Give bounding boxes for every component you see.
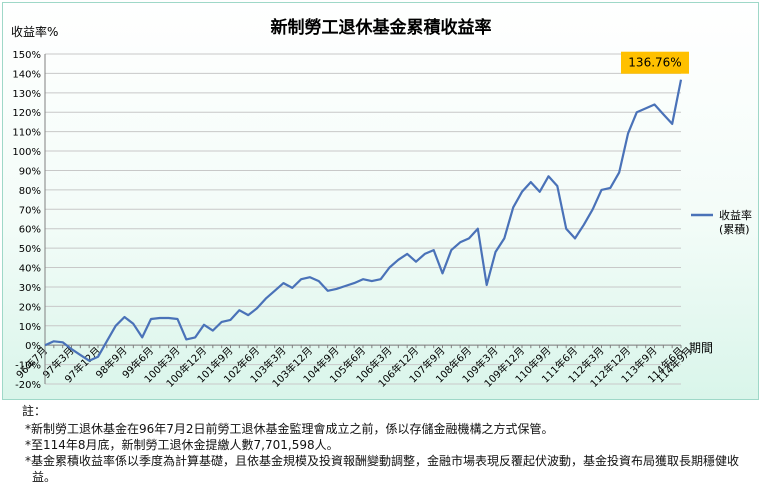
annotation-box [621, 51, 689, 74]
note-item-1: *新制勞工退休基金在96年7月2日前勞工退休基金監理會成立之前，係以存儲金融機構… [25, 422, 554, 436]
y-tick-label: 150% [12, 50, 41, 61]
y-tick-label: -10% [15, 361, 41, 372]
series-line [44, 79, 683, 362]
y-tick-label: 110% [12, 128, 41, 139]
line-chart: 新制勞工退休基金累積收益率 收益率% 期間 -20% -10% 0% 10% 20% 30… [11, 17, 752, 391]
y-tick-labels: -20% -10% 0% 10% 20% 30% 40% 50% 60% 70% 80% 90% 100… [12, 50, 41, 391]
y-tick-label: 130% [12, 89, 41, 100]
note-item-3: *基金累積收益率係以季度為計算基礎，且依基金規模及投資報酬變動調整，金融市場表現… [25, 454, 740, 484]
y-tick-label: 40% [19, 264, 41, 275]
annotation-label: 136.76% [628, 56, 681, 70]
y-tick-label: 70% [19, 205, 41, 216]
y-tick-label: 20% [19, 302, 41, 313]
y-tick-label: 120% [12, 108, 41, 119]
y-axis-label: 收益率% [11, 24, 58, 39]
legend: 收益率(累積) [691, 208, 752, 236]
annotation: 136.76% [621, 51, 689, 74]
y-tick-label: 80% [19, 186, 41, 197]
legend-label-line: 收益率 [719, 208, 752, 222]
x-axis-label: 期間 [689, 341, 713, 355]
y-tick-label: 90% [19, 166, 41, 177]
y-tick-label: 50% [19, 244, 41, 255]
chart-panel: 新制勞工退休基金累積收益率 收益率% 期間 -20% -10% 0% 10% 20% 30… [2, 2, 759, 400]
y-tick-label: 0% [25, 341, 41, 352]
y-tick-label: 60% [19, 225, 41, 236]
y-tick-label: 100% [12, 147, 41, 158]
legend-label: 收益率(累積) [719, 208, 752, 236]
notes-heading: 註： [22, 404, 47, 418]
x-tick-labels: 96年7月97年3月97年12月98年9月99年6月100年3月100年12月1… [13, 344, 695, 390]
y-tick-label: 140% [12, 69, 41, 80]
notes: 註： *新制勞工退休基金在96年7月2日前勞工退休基金監理會成立之前，係以存儲金… [22, 403, 758, 485]
gridlines [45, 53, 681, 385]
series-group [44, 79, 683, 362]
legend-label-line: (累積) [719, 222, 750, 236]
axes [44, 54, 682, 384]
y-tick-label: 10% [19, 322, 41, 333]
chart-title: 新制勞工退休基金累積收益率 [271, 17, 492, 38]
note-item-2: *至114年8月底，新制勞工退休金提繳人數7,701,598人。 [25, 438, 339, 452]
y-tick-label: -20% [15, 380, 41, 391]
y-tick-label: 30% [19, 283, 41, 294]
